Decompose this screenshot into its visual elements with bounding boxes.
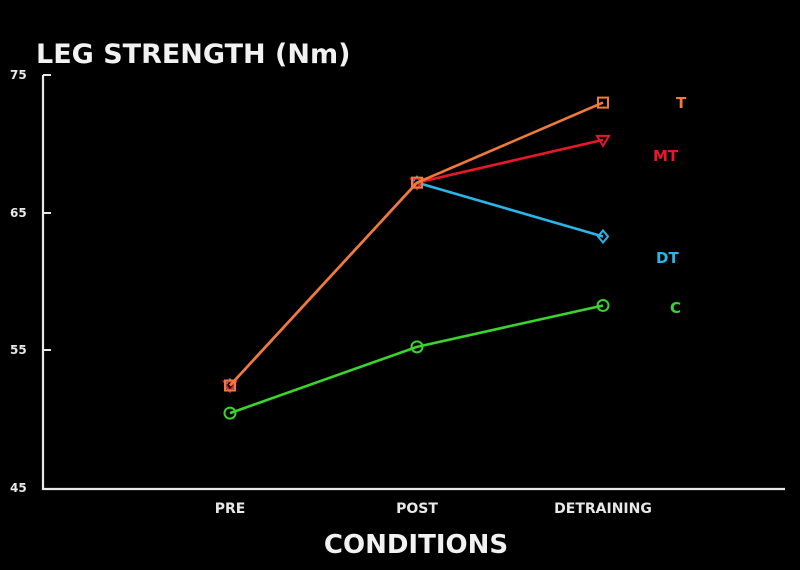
y-tick-label: 75 [10,68,27,82]
legend-label-c: C [670,299,681,317]
y-tick-label: 45 [10,481,27,495]
chart-title: LEG STRENGTH (Nm) [36,39,350,70]
data-point-c [223,406,237,420]
series-layer [222,96,611,420]
data-point-dt [596,228,610,245]
legend-label-dt: DT [656,249,679,267]
x-tick-label: POST [396,501,438,517]
data-point-c [596,298,610,312]
x-tick-label: DETRAINING [554,501,652,517]
series-line-c [229,304,604,415]
legend-label-mt: MT [653,147,679,165]
data-point-mt [595,134,611,148]
series-dt [223,175,610,394]
data-point-t [411,176,423,189]
x-tick-label: PRE [215,501,246,517]
series-t [224,96,609,392]
series-line-dt [229,181,604,387]
x-ticks: PRE POST DETRAINING [215,501,652,517]
series-line-t [229,101,604,387]
y-ticks: 45 55 65 75 [10,68,51,495]
data-point-t [597,96,609,109]
y-tick-label: 65 [10,206,27,220]
data-point-t [224,379,236,392]
legend-label-t: T [676,94,687,112]
x-axis-label: CONDITIONS [324,530,508,560]
y-tick-label: 55 [10,343,27,357]
series-c [223,298,610,420]
data-point-c [410,340,424,354]
legend: C DT MT T [653,94,687,317]
